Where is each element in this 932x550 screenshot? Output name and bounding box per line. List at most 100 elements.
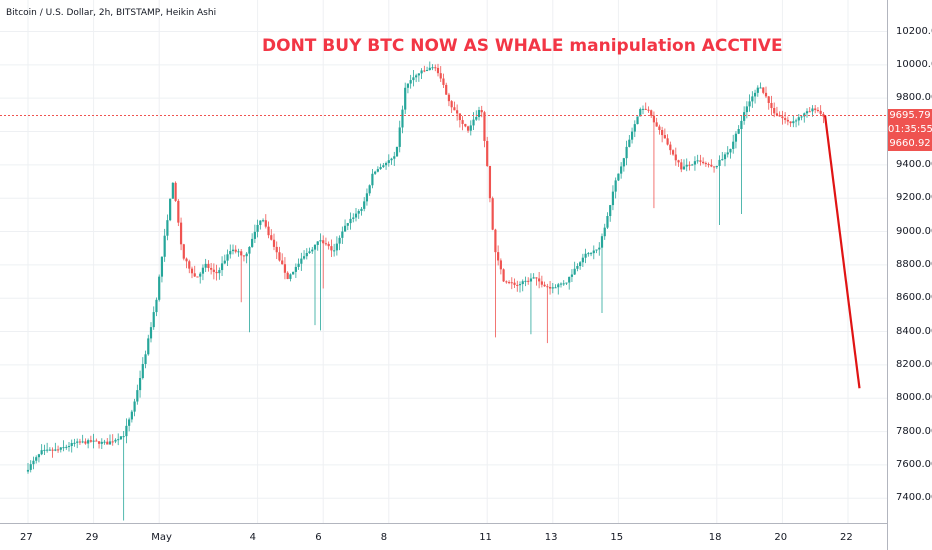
candle-body — [650, 110, 653, 116]
candle-body — [794, 120, 798, 122]
candle-body — [466, 126, 470, 131]
candle-body — [461, 120, 464, 124]
candle-body — [420, 70, 423, 74]
candle-body — [48, 449, 51, 451]
candle-body — [570, 274, 574, 277]
candle-body — [349, 218, 352, 224]
candle-body — [639, 109, 642, 117]
x-tick-label: 18 — [708, 532, 722, 543]
candle-body — [193, 273, 196, 277]
candle-body — [775, 113, 779, 116]
candle-body — [185, 258, 188, 262]
candle-body — [354, 213, 358, 218]
candle-body — [179, 222, 183, 245]
candle-body — [483, 112, 486, 141]
y-tick-label: 9800.00 — [896, 92, 932, 104]
candle-body — [428, 67, 431, 71]
last-price-tag: 9695.79 — [888, 109, 932, 123]
candle-body — [737, 129, 740, 134]
candle-body — [65, 446, 68, 448]
candle-body — [117, 439, 120, 441]
candle-body — [803, 113, 806, 117]
candle-body — [480, 110, 483, 113]
y-tick-label: 9200.00 — [896, 192, 932, 204]
candle-body — [100, 441, 103, 444]
candle-body — [464, 123, 467, 127]
y-tick-label: 7800.00 — [896, 425, 932, 437]
candle-body — [114, 439, 117, 442]
candle-body — [248, 246, 251, 254]
candle-body — [341, 231, 344, 238]
candle-body — [275, 246, 278, 253]
projection-trend-line[interactable] — [823, 115, 861, 389]
candle-body — [548, 286, 552, 289]
candle-body — [680, 162, 683, 170]
candle-body — [166, 220, 169, 236]
candle-body — [302, 256, 306, 259]
candle-body — [89, 440, 92, 442]
candle-body — [811, 108, 814, 112]
candle-body — [573, 268, 576, 275]
candle-body — [704, 163, 707, 165]
candle-body — [816, 109, 820, 111]
candle-body — [540, 281, 543, 285]
candle-body — [368, 185, 371, 194]
chart-annotation-text[interactable]: DONT BUY BTC NOW AS WHALE manipulation A… — [262, 36, 783, 56]
candle-body — [92, 440, 95, 442]
candle-body — [439, 73, 442, 79]
candle-body — [152, 312, 155, 328]
candle-body — [270, 235, 273, 240]
candle-body — [682, 166, 686, 170]
candle-body — [625, 146, 628, 159]
candle-body — [283, 264, 287, 273]
candle-body — [272, 239, 276, 247]
candle-body — [322, 240, 325, 244]
candle-body — [669, 144, 672, 151]
candle-body — [663, 135, 666, 139]
candle-body — [808, 111, 811, 113]
candle-body — [786, 119, 789, 122]
candle-body — [458, 113, 461, 121]
candle-body — [434, 67, 437, 69]
y-tick-label: 8400.00 — [896, 325, 932, 337]
candle-body — [412, 77, 415, 81]
x-tick-label: 20 — [774, 532, 788, 543]
candle-body — [592, 250, 595, 254]
candle-body — [376, 169, 379, 172]
candle-body — [510, 282, 513, 284]
y-tick-label: 9000.00 — [896, 225, 932, 237]
candle-body — [343, 225, 347, 232]
candle-body — [475, 117, 478, 120]
candle-body — [702, 161, 705, 164]
candle-body — [133, 401, 136, 412]
candle-body — [707, 164, 710, 166]
candle-body — [46, 449, 49, 451]
candle-body — [507, 282, 511, 284]
candle-body — [636, 116, 639, 125]
candle-body — [395, 146, 399, 157]
candle-body — [387, 160, 390, 163]
grid-lines — [0, 0, 887, 523]
candle-body — [330, 246, 333, 251]
candle-body — [745, 106, 748, 113]
candle-body — [384, 162, 388, 166]
candle-body — [497, 252, 500, 261]
candle-body — [393, 156, 396, 159]
candle-body — [789, 121, 792, 124]
candle-body — [218, 270, 221, 274]
candle-body — [338, 237, 341, 244]
candle-body — [559, 283, 563, 285]
candle-body — [658, 126, 661, 130]
candle-body — [401, 109, 404, 128]
candle-body — [316, 241, 319, 245]
candle-body — [800, 116, 803, 118]
candle-body — [620, 166, 623, 174]
candle-body — [363, 201, 366, 209]
candle-body — [286, 272, 289, 279]
candle-body — [259, 220, 262, 225]
candle-body — [762, 87, 765, 93]
candle-body — [81, 441, 84, 443]
candle-body — [729, 148, 732, 153]
candle-body — [234, 249, 237, 252]
